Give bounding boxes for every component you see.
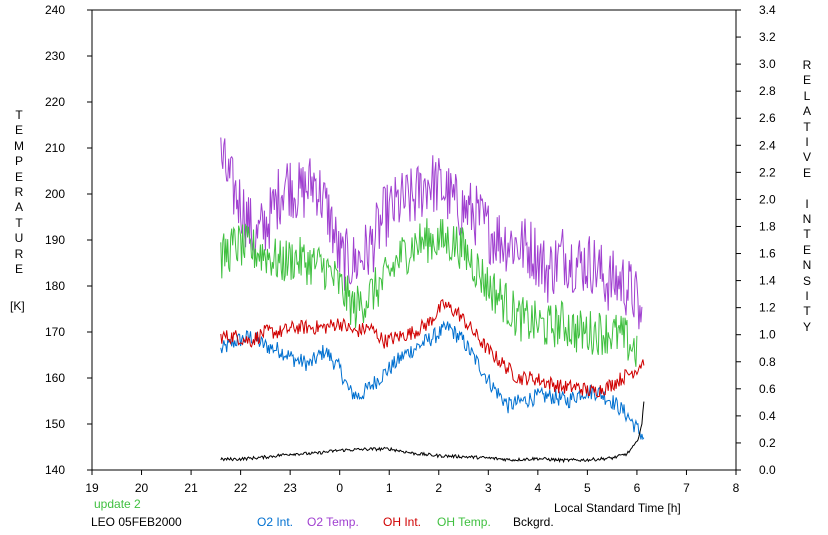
x-tick-label: 4 — [535, 481, 542, 495]
right-label-letter: T — [803, 119, 811, 134]
legend-item: Bckgrd. — [513, 515, 554, 529]
y-right-tick-label: 1.8 — [759, 219, 776, 233]
y-right-tick-label: 3.0 — [759, 57, 776, 71]
y-right-tick-label: 1.6 — [759, 247, 776, 261]
series-line-oh-int — [220, 299, 645, 398]
y-right-tick-label: 0.4 — [759, 409, 776, 423]
right-label-letter: E — [802, 242, 811, 257]
right-label-letter: S — [802, 273, 811, 288]
left-label-letter: M — [14, 138, 24, 153]
x-tick-label: 3 — [485, 481, 492, 495]
right-label-letter: I — [805, 196, 809, 211]
series-layer — [220, 137, 645, 464]
y-left-tick-label: 140 — [45, 463, 65, 477]
y-right-tick-label: 2.0 — [759, 192, 776, 206]
right-label-letter: I — [805, 289, 809, 303]
right-label-letter: L — [803, 88, 811, 103]
series-line-o2-temp — [220, 137, 643, 330]
legend-item: OH Int. — [383, 515, 422, 529]
left-label-letter: U — [14, 231, 24, 246]
y-right-tick-label: 2.6 — [759, 111, 776, 125]
y-left-tick-label: 190 — [45, 233, 65, 247]
y-right-tick-label: 1.0 — [759, 328, 776, 342]
y-left-tick-label: 150 — [45, 417, 65, 431]
y-right-tick-label: 1.2 — [759, 301, 776, 315]
left-label-letter: E — [14, 123, 23, 138]
y-right-tick-label: 2.2 — [759, 165, 776, 179]
right-label-letter: V — [802, 150, 811, 165]
y-left-tick-label: 180 — [45, 279, 65, 293]
x-tick-label: 19 — [85, 481, 99, 495]
right-label-letter: A — [802, 104, 811, 119]
y-right-tick-label: 1.4 — [759, 274, 776, 288]
x-tick-label: 21 — [184, 481, 198, 495]
right-label-letter: N — [802, 258, 812, 273]
x-tick-label: 1 — [386, 481, 393, 495]
left-label-letter: T — [15, 215, 23, 230]
y-right-tick-label: 2.4 — [759, 138, 776, 152]
right-label-letter: T — [803, 304, 811, 319]
y-right-tick-label: 0.6 — [759, 382, 776, 396]
y-left-tick-label: 220 — [45, 95, 65, 109]
annotation-update: update 2 — [94, 497, 141, 511]
x-tick-label: 2 — [435, 481, 442, 495]
y-right-tick-label: 0.8 — [759, 355, 776, 369]
y-left-tick-label: 240 — [45, 3, 65, 17]
right-label-letter: Y — [802, 319, 811, 334]
series-line-oh-temp — [220, 218, 638, 367]
y-left-tick-label: 160 — [45, 371, 65, 385]
right-label-letter: E — [802, 73, 811, 88]
x-tick-label: 5 — [584, 481, 591, 495]
left-label-letter: A — [14, 200, 23, 215]
right-label-letter: T — [803, 227, 811, 242]
y-left-tick-label: 210 — [45, 141, 65, 155]
y-right-tick-label: 3.4 — [759, 3, 776, 17]
x-tick-label: 6 — [634, 481, 641, 495]
y-right-tick-label: 0.2 — [759, 436, 776, 450]
right-label-letter: E — [802, 165, 811, 180]
left-label-letter: E — [14, 262, 23, 276]
right-label-letter: I — [805, 135, 809, 149]
left-label-letter: E — [14, 169, 23, 184]
series-line-bckgrd — [220, 401, 645, 464]
x-tick-label: 7 — [683, 481, 690, 495]
x-tick-label: 20 — [135, 481, 149, 495]
y-right-tick-label: 0.0 — [759, 463, 776, 477]
y-right-tick-label: 3.2 — [759, 30, 776, 44]
legend-item: O2 Temp. — [307, 515, 359, 529]
left-label-letter: P — [14, 154, 23, 169]
right-label-letter: N — [802, 212, 812, 226]
x-tick-label: 0 — [336, 481, 343, 495]
series-line-o2-int — [220, 320, 645, 441]
y-right-tick-label: 2.8 — [759, 84, 776, 98]
annotation-station: LEO 05FEB2000 — [91, 515, 182, 529]
y-left-unit: [K] — [10, 299, 25, 313]
y-left-tick-label: 230 — [45, 49, 65, 63]
left-label-letter: R — [14, 185, 24, 199]
axis-layer: 19 20 21 22 23 0 1 2 3 4 5 6 7 8140150160170180190200… — [45, 3, 776, 495]
y-left-tick-label: 200 — [45, 187, 65, 201]
left-label-letter: R — [14, 246, 24, 261]
y-left-tick-label: 170 — [45, 325, 65, 339]
legend-item: OH Temp. — [437, 515, 491, 529]
x-axis-label: Local Standard Time [h] — [554, 501, 681, 515]
x-tick-label: 22 — [234, 481, 248, 495]
x-tick-label: 23 — [283, 481, 297, 495]
right-label-letter: R — [802, 58, 812, 72]
legend-item: O2 Int. — [257, 515, 294, 529]
x-tick-label: 8 — [733, 481, 740, 495]
left-label-letter: T — [15, 108, 23, 122]
